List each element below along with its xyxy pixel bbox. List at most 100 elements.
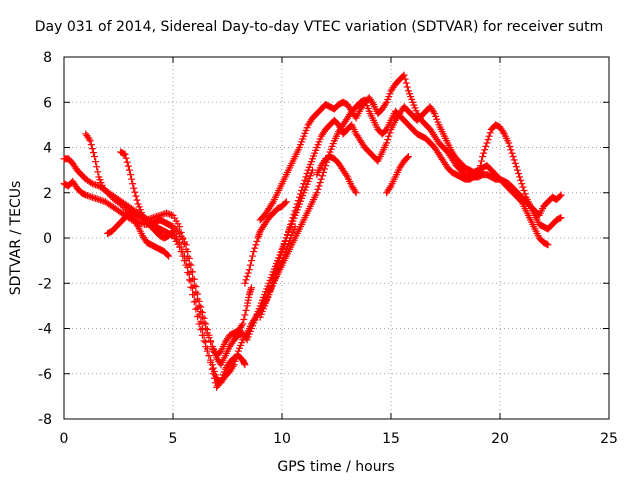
data-point <box>516 173 524 181</box>
data-point <box>519 183 527 191</box>
data-point <box>250 248 258 256</box>
data-point <box>317 175 325 183</box>
data-point <box>286 224 294 232</box>
data-point <box>238 322 246 330</box>
data-point <box>242 276 250 284</box>
data-point <box>295 193 303 201</box>
data-point <box>282 234 290 242</box>
data-point <box>129 180 137 188</box>
data-point <box>189 284 197 292</box>
y-tick-label: -2 <box>38 276 52 292</box>
data-point <box>382 100 390 108</box>
data-point <box>132 192 140 200</box>
data-point <box>383 139 391 147</box>
data-point <box>316 179 324 187</box>
x-tick-label: 25 <box>600 431 618 447</box>
series-track-h <box>261 96 565 305</box>
data-point <box>133 221 141 229</box>
data-point <box>518 180 526 188</box>
data-point <box>177 243 185 251</box>
data-point <box>126 171 134 179</box>
data-point <box>321 165 329 173</box>
data-point <box>277 251 285 259</box>
data-point <box>88 145 96 153</box>
data-point <box>479 153 487 161</box>
data-point <box>314 185 322 193</box>
data-point <box>430 108 438 116</box>
data-point <box>556 192 564 200</box>
data-point <box>302 173 310 181</box>
data-point <box>197 308 205 316</box>
data-point <box>510 156 518 164</box>
x-tick-label: 0 <box>60 431 69 447</box>
data-point <box>499 128 507 136</box>
series-track-d <box>117 148 249 391</box>
data-point <box>249 252 257 260</box>
data-point <box>192 305 200 313</box>
data-point <box>402 79 410 87</box>
data-point <box>303 170 311 178</box>
data-point <box>180 240 188 248</box>
data-point <box>122 154 130 162</box>
data-point <box>241 311 249 319</box>
data-point <box>202 338 210 346</box>
data-point <box>200 331 208 339</box>
data-point <box>281 199 289 207</box>
data-point <box>91 153 99 161</box>
data-point <box>200 319 208 327</box>
data-point <box>85 135 93 143</box>
data-point <box>190 291 198 299</box>
data-point <box>104 189 112 197</box>
data-point <box>216 378 224 386</box>
data-point <box>509 153 517 161</box>
data-point <box>291 207 299 215</box>
data-point <box>297 190 305 198</box>
data-point <box>125 166 133 174</box>
x-tick-label: 20 <box>491 431 509 447</box>
data-point <box>507 146 515 154</box>
data-point <box>241 279 249 287</box>
data-point <box>198 325 206 332</box>
data-point <box>474 171 482 179</box>
data-point <box>289 214 297 222</box>
data-point <box>505 139 513 147</box>
data-point <box>172 226 180 234</box>
data-point <box>117 200 125 208</box>
data-point <box>520 186 528 194</box>
data-point <box>401 75 409 83</box>
data-point <box>246 261 254 269</box>
data-point <box>207 358 215 366</box>
data-point <box>481 146 489 154</box>
data-point <box>179 248 187 256</box>
data-point <box>187 277 195 285</box>
data-point <box>195 311 203 319</box>
data-point <box>123 158 131 166</box>
series-track-b <box>60 155 299 387</box>
data-point <box>247 284 255 292</box>
grid <box>64 57 609 419</box>
data-point <box>386 184 394 192</box>
data-point <box>194 304 202 312</box>
data-point <box>513 166 521 174</box>
axis-ticks: 0 5 10 15 20 25 -8 -6 -4 -2 0 2 4 6 8 <box>38 50 618 447</box>
data-point <box>515 170 523 178</box>
y-tick-label: 4 <box>43 141 52 157</box>
data-point <box>243 272 251 280</box>
y-tick-label: -8 <box>38 412 52 428</box>
data-point <box>521 190 529 198</box>
data-point <box>240 315 248 323</box>
data-point <box>293 200 301 208</box>
data-point <box>92 158 100 166</box>
data-point <box>476 162 484 170</box>
x-tick-label: 5 <box>169 431 178 447</box>
data-point <box>118 202 126 210</box>
x-tick-label: 10 <box>273 431 291 447</box>
data-point <box>253 237 261 245</box>
data-point <box>239 320 247 328</box>
y-tick-label: 6 <box>43 95 52 111</box>
data-point <box>301 176 309 184</box>
data-point <box>403 83 411 91</box>
data-point <box>130 184 138 192</box>
data-point <box>205 334 213 342</box>
data-point <box>404 153 412 161</box>
